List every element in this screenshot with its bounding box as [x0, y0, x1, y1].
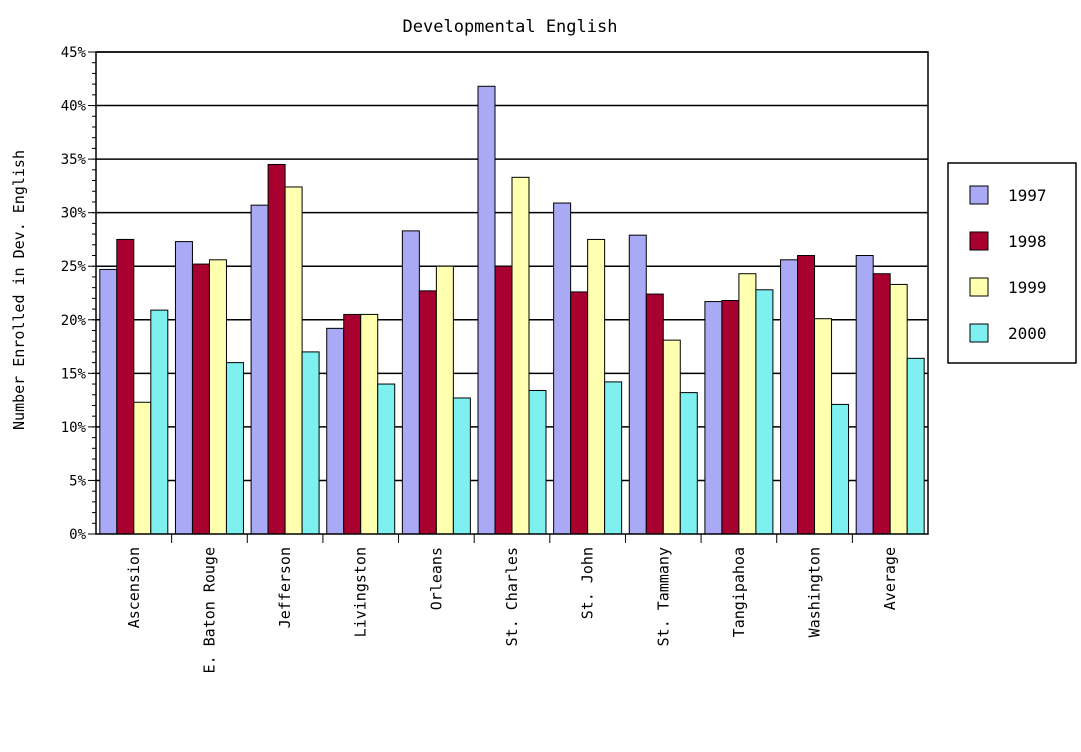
- y-tick-labels: 0% 5% 10% 15% 20% 25% 30% 35% 40% 45%: [61, 45, 87, 543]
- y-tick-label: 10%: [61, 420, 87, 436]
- bar: [326, 327, 345, 535]
- category-label: Orleans: [427, 547, 445, 610]
- category-label: E. Baton Rouge: [200, 547, 218, 673]
- bar: [570, 291, 589, 535]
- bar: [906, 357, 925, 535]
- category-label: Average: [881, 547, 899, 610]
- legend-label: 2000: [1008, 324, 1047, 343]
- bar: [780, 259, 799, 535]
- y-tick-label: 20%: [61, 313, 87, 329]
- bar: [528, 389, 547, 535]
- bar: [679, 392, 698, 535]
- bar: [191, 263, 210, 535]
- bar: [494, 265, 513, 535]
- legend-label: 1999: [1008, 278, 1047, 297]
- category-label: St. John: [579, 547, 597, 619]
- legend-label: 1998: [1008, 232, 1047, 251]
- bar: [452, 397, 471, 535]
- bar: [99, 268, 118, 535]
- bar: [435, 265, 454, 535]
- bar: [872, 273, 891, 535]
- bar: [755, 289, 774, 535]
- bar: [418, 290, 437, 535]
- legend: 1997 1998 1999 2000: [947, 162, 1077, 364]
- y-tick-label: 45%: [61, 45, 87, 61]
- bar: [284, 186, 303, 535]
- bars: [99, 85, 925, 535]
- category-label: St. Charles: [503, 547, 521, 646]
- legend-swatch: [969, 323, 989, 343]
- category-label: St. Tammany: [654, 547, 672, 646]
- y-tick-label: 15%: [61, 366, 87, 382]
- y-tick-label: 5%: [69, 473, 86, 489]
- bar: [814, 318, 833, 535]
- bar: [250, 204, 269, 535]
- bar: [704, 301, 723, 535]
- bar: [343, 313, 362, 535]
- bar: [116, 238, 135, 535]
- bar: [208, 259, 227, 535]
- bar: [797, 255, 816, 535]
- bar: [831, 403, 850, 535]
- legend-box: [947, 162, 1077, 364]
- category-label: Tangipahoa: [730, 547, 748, 637]
- bar: [662, 339, 681, 535]
- bar: [150, 309, 169, 535]
- bar: [889, 283, 908, 535]
- y-tick-label: 30%: [61, 206, 87, 222]
- y-tick-label: 35%: [61, 152, 87, 168]
- bar: [553, 202, 572, 535]
- axes: [88, 51, 929, 543]
- category-label: Washington: [806, 547, 824, 637]
- bar: [267, 163, 286, 535]
- plot-frame: [95, 51, 929, 535]
- bar: [360, 313, 379, 535]
- bar: [133, 401, 152, 535]
- bar: [721, 299, 740, 535]
- bar: [855, 255, 874, 535]
- y-tick-label: 40%: [61, 99, 87, 115]
- category-label: Livingston: [352, 547, 370, 637]
- y-axis-label: Number Enrolled in Dev. English: [10, 150, 28, 430]
- y-tick-label: 0%: [69, 527, 86, 543]
- legend-swatch: [969, 185, 989, 205]
- y-tick-label: 25%: [61, 259, 87, 275]
- bar: [738, 273, 757, 535]
- category-labels: Ascension E. Baton Rouge Jefferson Livingst…: [125, 547, 899, 673]
- bar: [587, 238, 606, 535]
- bar: [225, 362, 244, 535]
- category-label: Jefferson: [276, 547, 294, 628]
- bar: [645, 293, 664, 535]
- legend-swatch: [969, 231, 989, 251]
- chart-title: Developmental English: [403, 17, 618, 37]
- bar: [477, 85, 496, 535]
- bar: [377, 383, 396, 535]
- bar: [628, 234, 647, 535]
- legend-label: 1997: [1008, 186, 1047, 205]
- bar: [511, 176, 530, 535]
- bar: [401, 230, 420, 535]
- legend-swatch: [969, 277, 989, 297]
- bar: [174, 241, 193, 535]
- category-label: Ascension: [125, 547, 143, 628]
- bar: [301, 351, 320, 535]
- bar: [604, 381, 623, 535]
